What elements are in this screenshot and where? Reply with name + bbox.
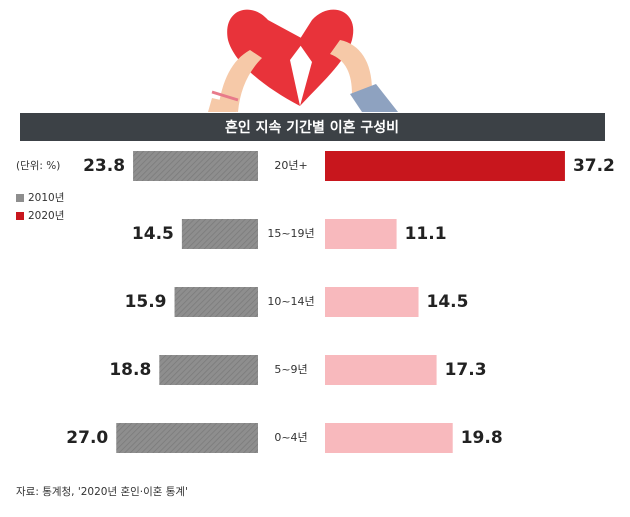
value-label: 15.9 bbox=[125, 292, 167, 312]
bar bbox=[159, 355, 258, 385]
value-label: 14.5 bbox=[427, 292, 469, 312]
legend-label: 2010년 bbox=[28, 192, 64, 204]
bar bbox=[325, 423, 453, 453]
value-label: 27.0 bbox=[66, 428, 108, 448]
legend-swatch bbox=[16, 212, 24, 220]
category-label: 10~14년 bbox=[267, 295, 314, 308]
value-label: 18.8 bbox=[109, 360, 151, 380]
illustration bbox=[208, 9, 398, 112]
category-label: 5~9년 bbox=[274, 363, 307, 376]
category-label: 20년+ bbox=[274, 159, 307, 172]
value-label: 14.5 bbox=[132, 224, 174, 244]
chart-title: 혼인 지속 기간별 이혼 구성비 bbox=[225, 119, 399, 136]
source: 자료: 통계청, '2020년 혼인·이혼 통계' bbox=[16, 485, 188, 498]
unit-label: (단위: %) bbox=[16, 159, 60, 172]
value-label: 11.1 bbox=[405, 224, 447, 244]
category-label: 15~19년 bbox=[267, 227, 314, 240]
bar bbox=[325, 287, 419, 317]
bar bbox=[181, 219, 258, 249]
bar bbox=[174, 287, 258, 317]
legend-swatch bbox=[16, 194, 24, 202]
legend-label: 2020년 bbox=[28, 210, 64, 222]
bar bbox=[325, 219, 397, 249]
bar bbox=[116, 423, 258, 453]
value-label: 19.8 bbox=[461, 428, 503, 448]
bar bbox=[325, 151, 565, 181]
value-label: 23.8 bbox=[83, 156, 125, 176]
bar bbox=[325, 355, 437, 385]
category-label: 0~4년 bbox=[274, 431, 307, 444]
title-bar bbox=[20, 113, 605, 141]
value-label: 37.2 bbox=[573, 156, 615, 176]
value-label: 17.3 bbox=[445, 360, 487, 380]
bar bbox=[133, 151, 258, 181]
